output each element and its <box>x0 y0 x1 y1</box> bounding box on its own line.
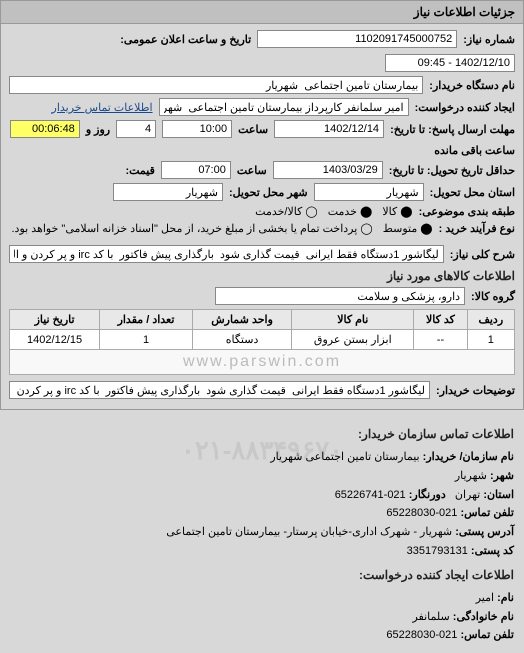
items-title: اطلاعات کالاهای مورد نیاز <box>9 269 515 283</box>
city-input[interactable] <box>113 183 223 201</box>
row-desc: شرح کلی نیاز: <box>9 245 515 263</box>
contact-postcode: کد پستی: 3351793131 <box>10 542 514 561</box>
contact-province: استان: تهران دورنگار: 021-65226741 <box>10 486 514 505</box>
process-radio-group: ⬤ متوسط ◯ پرداخت تمام یا بخشی از مبلغ خر… <box>11 222 432 235</box>
items-table: ردیف کد کالا نام کالا واحد شمارش تعداد /… <box>9 309 515 375</box>
deadline-label: مهلت ارسال پاسخ: تا تاریخ: <box>390 123 515 136</box>
contact-title: اطلاعات تماس سازمان خریدار: <box>10 424 514 444</box>
request-no-input[interactable] <box>257 30 457 48</box>
details-panel: جزئیات اطلاعات نیاز شماره نیاز: تاریخ و … <box>0 0 524 410</box>
announce-input[interactable] <box>385 54 515 72</box>
process-opt-a[interactable]: ⬤ متوسط <box>383 222 433 235</box>
td-0: 1 <box>467 330 514 350</box>
group-input[interactable] <box>215 287 465 305</box>
creator-name: نام: امیر <box>10 589 514 608</box>
deadline-time[interactable] <box>162 120 232 138</box>
creator-title: اطلاعات ایجاد کننده درخواست: <box>10 565 514 585</box>
td-4: 1 <box>100 330 193 350</box>
th-5: تاریخ نیاز <box>10 310 100 330</box>
process-label: نوع فرآیند خرید : <box>439 222 515 235</box>
pkg-opt-c[interactable]: ◯ کالا/خدمت <box>255 205 318 218</box>
remarks-label: توضیحات خریدار: <box>436 384 515 397</box>
contact-block: ۰۲۱-۸۸۳۴۹۶۷۰ اطلاعات تماس سازمان خریدار:… <box>0 410 524 653</box>
desc-input[interactable] <box>9 245 444 263</box>
contact-phone: تلفن تماس: 021-65228030 <box>10 504 514 523</box>
deadline-date[interactable] <box>274 120 384 138</box>
th-2: نام کالا <box>292 310 414 330</box>
remarks-input[interactable] <box>9 381 430 399</box>
creator-phone: تلفن تماس: 021-65228030 <box>10 626 514 645</box>
contact-city: شهر: شهریار <box>10 467 514 486</box>
row-org: نام دستگاه خریدار: <box>9 76 515 94</box>
price-label: قیمت: <box>125 164 154 177</box>
watermark-cell: www.parswin.com <box>10 350 515 375</box>
days-remaining[interactable] <box>116 120 156 138</box>
saat-label-1: ساعت <box>238 123 268 136</box>
city-label: شهر محل تحویل: <box>229 186 308 199</box>
row-location: استان محل تحویل: شهر محل تحویل: <box>9 183 515 201</box>
desc-label: شرح کلی نیاز: <box>450 248 515 261</box>
contact-addr: آدرس پستی: شهریار - شهرک اداری-خیابان پر… <box>10 523 514 542</box>
requester-input[interactable] <box>159 98 409 116</box>
td-1: -- <box>414 330 467 350</box>
row-remarks: توضیحات خریدار: <box>9 381 515 399</box>
contact-link[interactable]: اطلاعات تماس خریدار <box>52 101 153 114</box>
contact-org: نام سازمان/ خریدار: بیمارستان تامین اجتم… <box>10 448 514 467</box>
group-label: گروه کالا: <box>471 290 515 303</box>
announce-label: تاریخ و ساعت اعلان عمومی: <box>120 33 251 46</box>
row-group: گروه کالا: <box>9 287 515 305</box>
watermark-row: www.parswin.com <box>10 350 515 375</box>
delivery-label: حداقل تاریخ تحویل: تا تاریخ: <box>389 164 515 177</box>
pkg-radio-group: ⬤ کالا ⬤ خدمت ◯ کالا/خدمت <box>255 205 412 218</box>
table-row[interactable]: 1 -- ابزار بستن عروق دستگاه 1 1402/12/15 <box>10 330 515 350</box>
request-no-label: شماره نیاز: <box>463 33 515 46</box>
table-header-row: ردیف کد کالا نام کالا واحد شمارش تعداد /… <box>10 310 515 330</box>
process-opt-b[interactable]: ◯ پرداخت تمام یا بخشی از مبلغ خرید، از م… <box>11 222 372 235</box>
pkg-label: طبقه بندی موضوعی: <box>419 205 515 218</box>
td-3: دستگاه <box>192 330 291 350</box>
org-input[interactable] <box>9 76 423 94</box>
th-0: ردیف <box>467 310 514 330</box>
row-requester: ایجاد کننده درخواست: اطلاعات تماس خریدار <box>9 98 515 116</box>
panel-body: شماره نیاز: تاریخ و ساعت اعلان عمومی: نا… <box>1 24 523 409</box>
org-label: نام دستگاه خریدار: <box>429 79 515 92</box>
td-2: ابزار بستن عروق <box>292 330 414 350</box>
time-remaining-label: ساعت باقی مانده <box>434 144 515 157</box>
location-label: استان محل تحویل: <box>430 186 515 199</box>
creator-family: نام خانوادگی: سلمانفر <box>10 608 514 627</box>
panel-title: جزئیات اطلاعات نیاز <box>1 1 523 24</box>
location-input[interactable] <box>314 183 424 201</box>
time-remaining[interactable] <box>10 120 80 138</box>
row-request-no: شماره نیاز: تاریخ و ساعت اعلان عمومی: <box>9 30 515 72</box>
days-label: روز و <box>86 123 110 136</box>
row-process: نوع فرآیند خرید : ⬤ متوسط ◯ پرداخت تمام … <box>9 222 515 235</box>
th-1: کد کالا <box>414 310 467 330</box>
row-pkg: طبقه بندی موضوعی: ⬤ کالا ⬤ خدمت ◯ کالا/خ… <box>9 205 515 218</box>
delivery-time[interactable] <box>161 161 231 179</box>
th-3: واحد شمارش <box>192 310 291 330</box>
row-deadline: مهلت ارسال پاسخ: تا تاریخ: ساعت روز و سا… <box>9 120 515 157</box>
pkg-opt-a[interactable]: ⬤ کالا <box>382 205 412 218</box>
pkg-opt-b[interactable]: ⬤ خدمت <box>328 205 373 218</box>
th-4: تعداد / مقدار <box>100 310 193 330</box>
requester-label: ایجاد کننده درخواست: <box>415 101 515 114</box>
saat-label-2: ساعت <box>237 164 267 177</box>
delivery-date[interactable] <box>273 161 383 179</box>
row-delivery: حداقل تاریخ تحویل: تا تاریخ: ساعت قیمت: <box>9 161 515 179</box>
td-5: 1402/12/15 <box>10 330 100 350</box>
